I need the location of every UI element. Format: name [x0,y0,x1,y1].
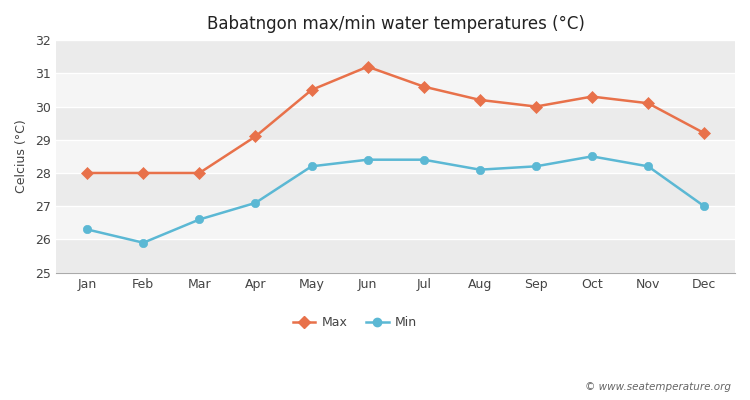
Max [195,170,204,175]
Max [644,101,652,106]
Max [139,170,148,175]
Min [195,217,204,222]
Max [307,88,316,92]
Max [587,94,596,99]
Bar [56,106,735,140]
Bar [56,73,735,106]
Min [419,157,428,162]
Bar [56,206,735,240]
Max [251,134,260,139]
Min [532,164,541,169]
Min [476,167,484,172]
Legend: Max, Min: Max, Min [288,312,422,334]
Max [363,64,372,69]
Y-axis label: Celcius (°C): Celcius (°C) [15,120,28,193]
Line: Min: Min [83,152,708,247]
Text: © www.seatemperature.org: © www.seatemperature.org [585,382,731,392]
Max [82,170,92,175]
Max [700,131,709,136]
Min [363,157,372,162]
Max [419,84,428,89]
Min [307,164,316,169]
Bar [56,40,735,73]
Min [139,240,148,245]
Title: Babatngon max/min water temperatures (°C): Babatngon max/min water temperatures (°C… [207,15,585,33]
Max [532,104,541,109]
Bar [56,240,735,273]
Min [251,200,260,205]
Bar [56,173,735,206]
Min [587,154,596,159]
Max [476,98,484,102]
Min [700,204,709,208]
Line: Max: Max [83,62,708,177]
Min [82,227,92,232]
Bar [56,140,735,173]
Min [644,164,652,169]
